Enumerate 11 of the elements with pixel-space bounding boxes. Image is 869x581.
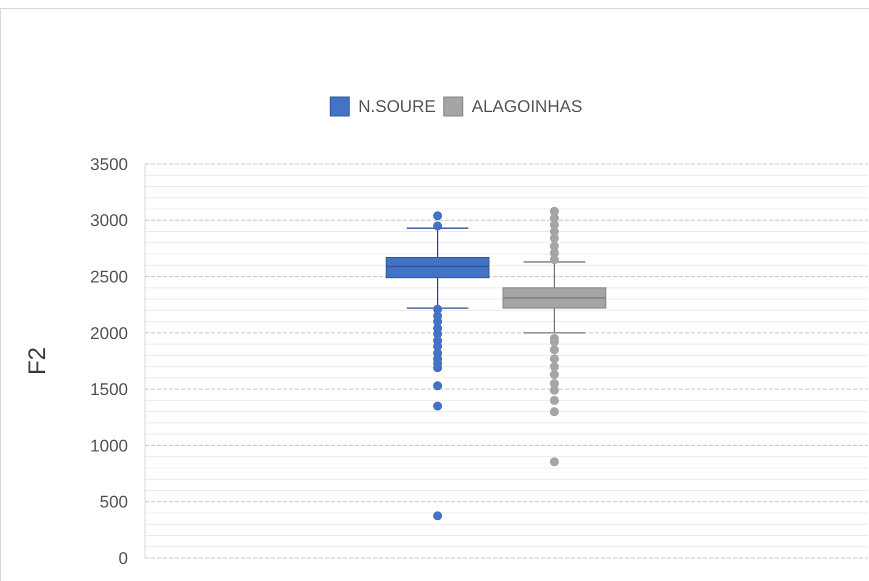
y-tick-label: 2000 bbox=[90, 324, 128, 343]
y-tick-label: 1000 bbox=[90, 436, 128, 456]
y-tick-label: 500 bbox=[100, 492, 128, 512]
y-tick-label: 3500 bbox=[90, 154, 128, 174]
y-tick-label: 2500 bbox=[90, 268, 128, 287]
y-axis-title: F2 bbox=[24, 346, 51, 376]
legend-label: N.SOURE bbox=[358, 96, 436, 116]
legend-label: ALAGOINHAS bbox=[472, 96, 582, 116]
y-tick-label: 1500 bbox=[90, 380, 128, 400]
y-tick-label: 0 bbox=[118, 548, 128, 568]
y-tick-label: 3000 bbox=[90, 211, 128, 230]
